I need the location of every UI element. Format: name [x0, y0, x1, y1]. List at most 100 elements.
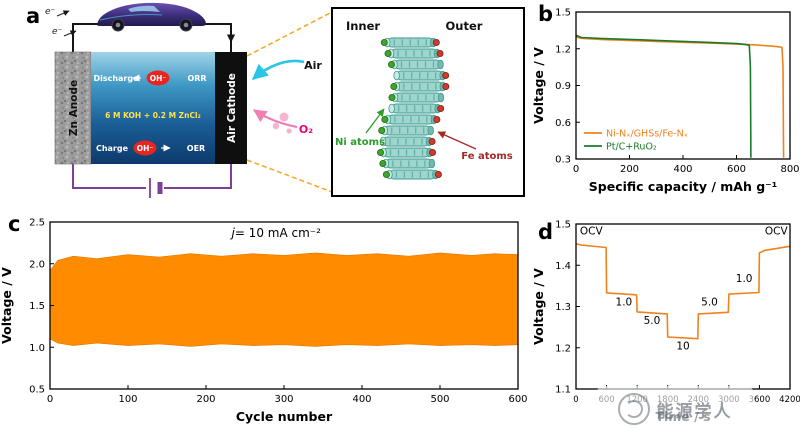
oer-label: OER	[187, 144, 205, 153]
discharge-capacity-chart: 0 200 400 600 800 0.3 0.6 0.9 1.2 1.5 Specific cap…	[532, 8, 800, 195]
x-axis-label: Specific capacity / mAh g⁻¹	[589, 179, 777, 194]
zn-anode-label: Zn Anode	[68, 80, 80, 136]
charge-label: Charge	[96, 144, 129, 153]
annotation: j= 10 mA cm⁻²	[229, 226, 321, 240]
fe-atoms-arrow	[437, 131, 477, 150]
circuit-wire-bottom	[72, 164, 232, 189]
y-tick-label: 1.2	[555, 44, 571, 55]
y-axis-label: Voltage / V	[0, 267, 14, 344]
y-tick-label: 1.0	[29, 343, 45, 354]
electron-label: e⁻	[52, 27, 63, 37]
panel-c-label: c	[8, 212, 21, 236]
x-tick-label: 0	[47, 394, 53, 405]
cycling-stability-chart: 0 100 200 300 400 500 600 0.5 1.0 1.5 2.0 2.5 Cycle …	[0, 218, 528, 425]
zoom-connector-line	[246, 11, 333, 57]
fe-atom-dot	[429, 148, 437, 156]
ni-atom-dot	[377, 148, 385, 156]
x-tick-label: 4200	[779, 395, 800, 405]
air-flow-arrow	[252, 59, 305, 80]
ni-atoms-arrow	[365, 108, 385, 134]
watermark: 能源学人	[596, 386, 754, 432]
ni-atom-dot	[380, 39, 388, 47]
electron-flow-arrow	[56, 10, 70, 17]
x-tick-label: 500	[430, 394, 449, 405]
annotation: OCV	[765, 226, 789, 238]
ni-atom-dot	[390, 83, 398, 91]
x-tick-label: 0	[573, 164, 579, 175]
air-label: Air	[304, 59, 322, 72]
annotation: 5.0	[644, 315, 661, 327]
ni-atom-dot	[388, 94, 396, 102]
annotation: 5.0	[701, 296, 718, 308]
cycling-band	[49, 252, 519, 347]
watermark-logo-icon	[617, 393, 650, 425]
y-tick-label: 1.5	[555, 220, 571, 231]
discharge-label: Discharge	[93, 74, 139, 83]
o2-bubbles-icon	[272, 112, 292, 134]
outer-label: Outer	[446, 19, 483, 33]
x-tick-label: 600	[727, 164, 746, 175]
inner-label: Inner	[346, 19, 380, 33]
y-tick-label: 1.2	[555, 343, 571, 354]
fe-atoms-label: Fe atoms	[461, 151, 513, 162]
ni-atom-dot	[384, 50, 392, 58]
x-tick-label: 400	[673, 164, 692, 175]
electrolyte-label: 6 M KOH + 0.2 M ZnCl₂	[105, 111, 201, 120]
oh-ion-label: OH⁻	[150, 74, 167, 83]
y-axis-label: Voltage / V	[532, 268, 546, 345]
x-tick-label: 600	[508, 394, 527, 405]
y-axis-label: Voltage / V	[532, 47, 546, 124]
ni-atom-dot	[388, 61, 396, 69]
ni-atom-dot	[378, 127, 386, 135]
air-cathode-label: Air Cathode	[226, 73, 238, 143]
fe-atom-dot	[433, 116, 441, 124]
plot-frame	[575, 223, 791, 390]
fe-atom-dot	[428, 137, 436, 145]
x-tick-label: 3600	[749, 395, 771, 405]
y-tick-label: 0.5	[29, 385, 45, 396]
series-PtC-RuO2	[575, 34, 752, 158]
annotation: OCV	[580, 226, 604, 238]
y-tick-label: 1.3	[555, 302, 571, 313]
air-cathode-electrode	[215, 52, 247, 164]
panel-b: b 0 200 400 600 800 0.3 0.6 0.9 1.2 1.5 Specific c…	[532, 0, 800, 207]
legend-label: Ni-Nₓ/GHSs/Fe-Nₓ	[606, 129, 688, 140]
circuit-wire-top	[72, 23, 232, 52]
y-tick-label: 1.5	[555, 8, 571, 19]
x-axis-label: Cycle number	[236, 409, 333, 424]
oh-ion-badge	[133, 140, 157, 156]
panel-a-label: a	[26, 4, 41, 28]
x-tick-label: 0	[573, 395, 578, 405]
panel-b-label: b	[538, 2, 554, 26]
panel-d-label: d	[538, 220, 554, 244]
panel-c: c 0 100 200 300 400 500 600 0.5 1.0 1.5 2.0 2.5 Cycl…	[0, 212, 532, 437]
series-Ni-Nx-GHSs-Fe-Nx	[575, 36, 785, 158]
fe-atom-dot	[442, 83, 450, 91]
legend-label: Pt/C+RuO₂	[606, 142, 657, 153]
y-tick-label: 2.5	[29, 218, 45, 229]
x-tick-label: 200	[620, 164, 639, 175]
x-tick-label: 800	[780, 164, 799, 175]
ni-atom-dot	[382, 170, 390, 178]
watermark-text: 能源学人	[656, 401, 733, 422]
electron-flow-arrow	[63, 30, 77, 37]
annotation: 10	[676, 340, 689, 352]
y-tick-label: 2.0	[29, 259, 45, 270]
fe-atom-dot	[442, 72, 450, 80]
x-tick-label: 300	[274, 394, 293, 405]
ni-atom-dot	[379, 159, 387, 167]
y-tick-label: 0.3	[555, 155, 571, 166]
y-tick-label: 1.4	[555, 261, 571, 272]
y-tick-label: 0.9	[555, 81, 571, 92]
nanotube-illustration	[377, 37, 450, 180]
o2-label: O₂	[299, 123, 313, 136]
fe-atom-dot	[437, 105, 445, 113]
y-tick-label: 1.5	[29, 301, 45, 312]
x-tick-label: 100	[118, 394, 137, 405]
car-illustration	[97, 2, 206, 32]
o2-flow-arrow	[253, 109, 298, 129]
electron-label: e⁻	[45, 7, 56, 17]
zoom-connector-line	[246, 159, 333, 193]
annotation: 1.0	[736, 273, 753, 285]
